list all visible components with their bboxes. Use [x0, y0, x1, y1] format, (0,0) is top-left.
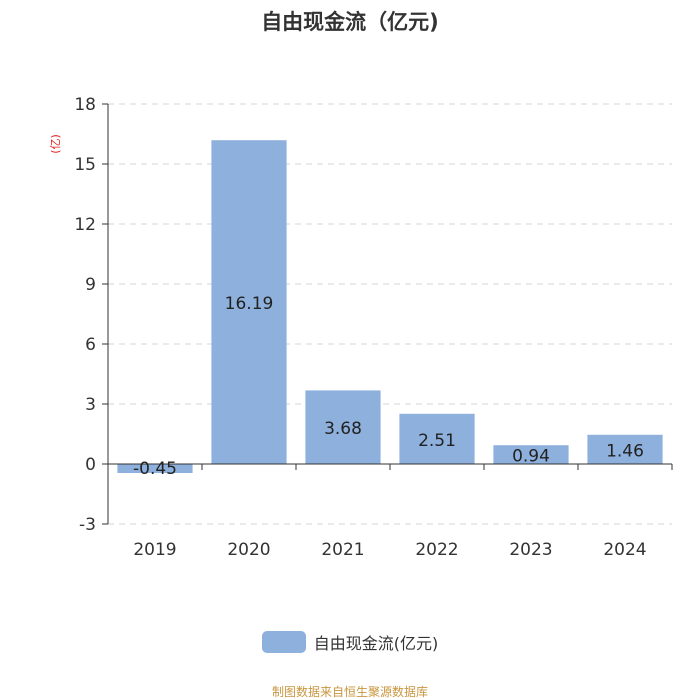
bar-chart: -3 0 3 6 9 12 15 18 2019 2020 2021 2022 2023 2024 -0.… — [74, 95, 673, 560]
y-tick-label: 12 — [74, 215, 96, 235]
gridlines — [108, 103, 672, 525]
data-label: 0.94 — [512, 447, 550, 467]
bars — [117, 140, 663, 473]
legend[interactable]: 自由现金流(亿元) — [0, 630, 700, 654]
data-label: -0.45 — [133, 459, 177, 479]
data-label: 3.68 — [324, 419, 362, 439]
y-tick-label: -3 — [79, 515, 96, 535]
data-label: 2.51 — [418, 431, 456, 451]
x-tick-label: 2022 — [415, 540, 458, 560]
legend-swatch — [261, 631, 306, 653]
bar — [587, 434, 663, 464]
data-label: 1.46 — [606, 441, 644, 461]
axes: -3 0 3 6 9 12 15 18 2019 2020 2021 2022 2023 2024 — [74, 95, 673, 560]
chart-title: 自由现金流（亿元) — [261, 10, 439, 34]
x-tick-label: 2019 — [133, 540, 176, 560]
x-tick-label: 2023 — [509, 540, 552, 560]
x-tick-label: 2021 — [321, 540, 364, 560]
y-tick-label: 6 — [85, 335, 96, 355]
bar — [493, 445, 569, 464]
bar — [399, 413, 475, 464]
y-tick-label: 18 — [74, 95, 96, 115]
y-tick-label: 9 — [85, 275, 96, 295]
x-tick-label: 2020 — [227, 540, 270, 560]
y-tick-label: 0 — [85, 455, 96, 475]
bar — [211, 140, 287, 464]
data-label: 16.19 — [225, 294, 274, 314]
bar — [117, 464, 193, 473]
legend-label: 自由现金流(亿元) — [313, 634, 439, 653]
data-labels: -0.45 16.19 3.68 2.51 0.94 1.46 — [133, 294, 644, 479]
y-tick-label: 3 — [85, 395, 96, 415]
source-note: 制图数据来自恒生聚源数据库 — [271, 685, 428, 699]
x-tick-label: 2024 — [603, 540, 646, 560]
y-tick-label: 15 — [74, 155, 96, 175]
bar — [305, 390, 381, 464]
